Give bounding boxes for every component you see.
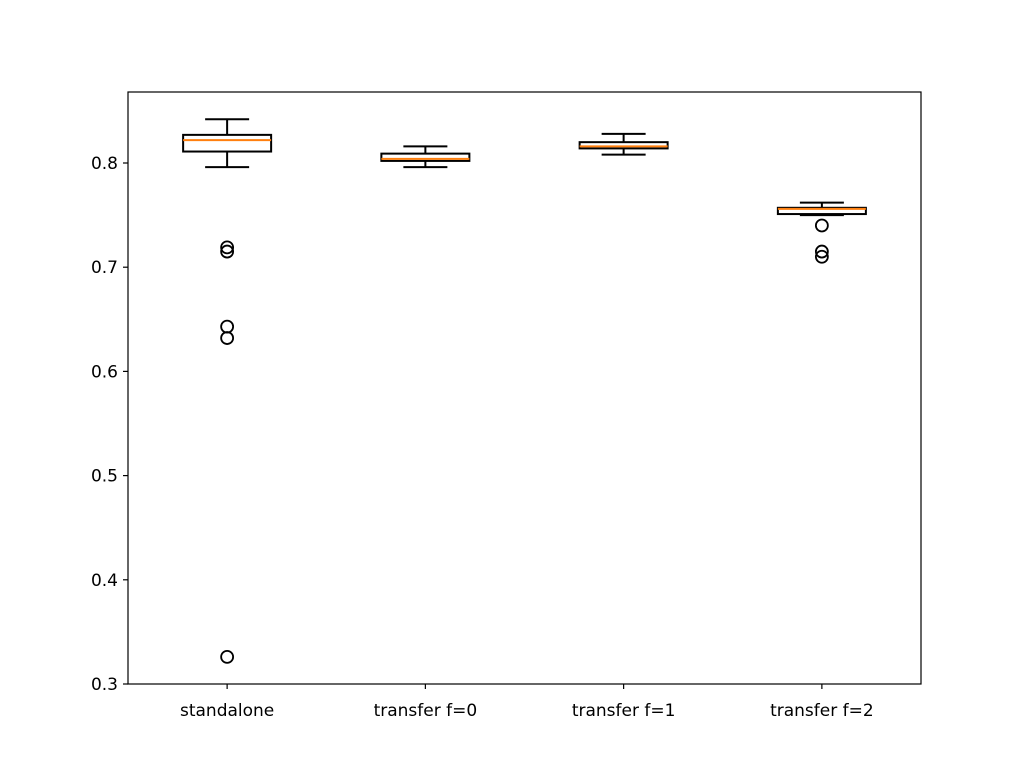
box-transfer-f-0 [380,145,471,169]
boxes [182,118,867,664]
y-tick-label: 0.3 [91,675,118,695]
x-tick-label: transfer f=0 [374,701,478,721]
plot-area [127,91,922,685]
box-iqr [776,206,867,216]
y-tick-label: 0.6 [91,362,118,382]
x-tick-label: transfer f=1 [572,701,676,721]
outlier-point [814,249,829,264]
y-tick-label: 0.8 [91,154,118,174]
y-tick-label: 0.4 [91,571,118,591]
outlier-point [220,331,235,345]
box-iqr [578,141,669,150]
outlier-point [814,244,829,259]
box-standalone [182,118,273,664]
box-transfer-f-1 [578,132,669,156]
y-axis: 0.3 0.4 0.5 0.6 0.7 0.8 [91,154,128,695]
outlier-point [220,240,235,255]
outlier-point [220,244,235,259]
box-iqr [380,152,471,162]
x-axis: standalone transfer f=0 transfer f=1 transf… [180,684,874,721]
outlier-point [220,650,235,664]
box-transfer-f-2 [776,201,867,264]
y-tick-label: 0.7 [91,258,118,278]
x-tick-label: transfer f=2 [770,701,874,721]
x-tick-label: standalone [180,701,274,721]
outlier-point [814,218,829,233]
y-tick-label: 0.5 [91,467,118,487]
box-iqr [182,133,273,153]
